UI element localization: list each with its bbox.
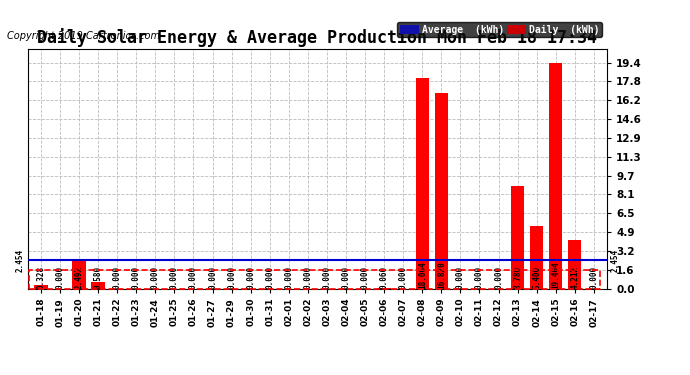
Text: 19.404: 19.404 [551, 261, 560, 288]
Bar [92, 282, 105, 289]
Text: 8.780: 8.780 [513, 266, 522, 288]
Text: 5.400: 5.400 [532, 266, 541, 288]
Text: Copyright 2019 Cartronics.com: Copyright 2019 Cartronics.com [7, 32, 160, 41]
Text: 18.064: 18.064 [417, 261, 426, 288]
Text: 0.000: 0.000 [342, 266, 351, 288]
Text: 0.000: 0.000 [265, 266, 274, 288]
Text: 16.820: 16.820 [437, 261, 446, 288]
Text: 0.000: 0.000 [112, 266, 121, 288]
Bar [72, 260, 86, 289]
Text: 0.328: 0.328 [37, 266, 46, 288]
Text: 0.000: 0.000 [227, 266, 236, 288]
Text: 2.454: 2.454 [15, 249, 24, 272]
Bar [377, 288, 391, 289]
Text: 0.060: 0.060 [380, 266, 388, 288]
Text: 2.492: 2.492 [75, 266, 83, 288]
Text: 0.000: 0.000 [361, 266, 370, 288]
Legend: Average  (kWh), Daily  (kWh): Average (kWh), Daily (kWh) [397, 22, 602, 37]
Text: 0.000: 0.000 [170, 266, 179, 288]
Text: 4.212: 4.212 [571, 266, 580, 288]
Text: 0.000: 0.000 [246, 266, 255, 288]
Text: 0.000: 0.000 [304, 266, 313, 288]
Text: 0.000: 0.000 [494, 266, 503, 288]
Text: 0.000: 0.000 [151, 266, 160, 288]
Text: 0.000: 0.000 [55, 266, 64, 288]
Bar [549, 63, 562, 289]
Bar [415, 78, 429, 289]
Bar [511, 186, 524, 289]
Bar [435, 93, 448, 289]
Text: 0.000: 0.000 [456, 266, 465, 288]
Text: 2.454: 2.454 [611, 249, 620, 272]
Text: 0.000: 0.000 [132, 266, 141, 288]
Bar [34, 285, 48, 289]
Text: 0.000: 0.000 [475, 266, 484, 288]
Text: 0.000: 0.000 [322, 266, 331, 288]
Text: 0.000: 0.000 [189, 266, 198, 288]
Bar [530, 226, 543, 289]
Title: Daily Solar Energy & Average Production Mon Feb 18 17:34: Daily Solar Energy & Average Production … [37, 28, 598, 47]
Text: 0.580: 0.580 [94, 266, 103, 288]
Text: 0.000: 0.000 [589, 266, 598, 288]
Bar [568, 240, 582, 289]
Text: 0.000: 0.000 [284, 266, 293, 288]
Text: 0.000: 0.000 [208, 266, 217, 288]
Text: 0.000: 0.000 [399, 266, 408, 288]
